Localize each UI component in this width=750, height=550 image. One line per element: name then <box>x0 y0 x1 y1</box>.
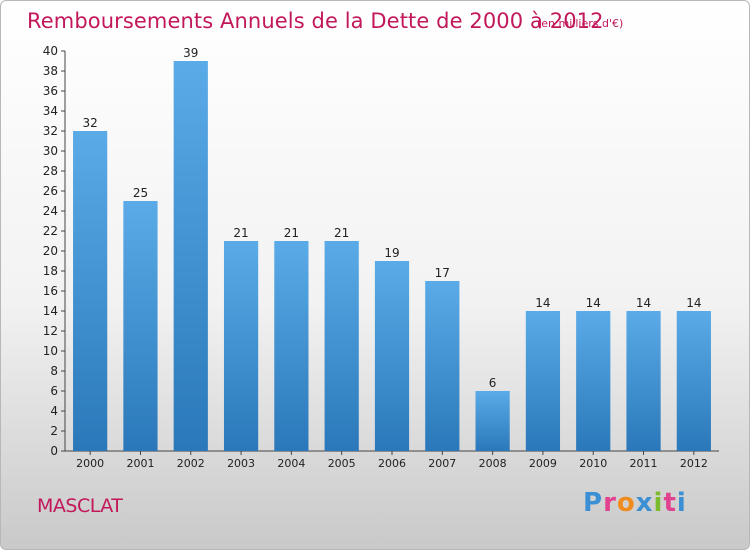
value-label-2009: 14 <box>535 296 550 310</box>
y-tick-label: 24 <box>43 204 58 218</box>
y-tick-label: 28 <box>43 164 58 178</box>
x-tick-label-2006: 2006 <box>378 457 406 470</box>
logo-letter: P <box>583 488 604 518</box>
x-tick-label-2001: 2001 <box>126 457 154 470</box>
value-label-2003: 21 <box>233 226 248 240</box>
bar-2002 <box>173 61 208 451</box>
bar-2003 <box>223 241 259 451</box>
x-tick-label-2005: 2005 <box>328 457 356 470</box>
bar-2001 <box>123 201 158 451</box>
x-tick-label-2009: 2009 <box>529 457 557 470</box>
chart-title: Remboursements Annuels de la Dette de 20… <box>27 9 604 33</box>
commune-name: MASCLAT <box>37 495 123 517</box>
y-tick-label: 4 <box>50 404 58 418</box>
value-label-2002: 39 <box>183 46 198 60</box>
x-tick-label-2000: 2000 <box>76 457 104 470</box>
y-tick-label: 26 <box>43 184 58 198</box>
y-tick-label: 0 <box>50 444 58 458</box>
bar-2012 <box>676 311 711 451</box>
logo-letter: i <box>676 488 687 518</box>
x-tick-label-2010: 2010 <box>579 457 607 470</box>
x-tick-label-2003: 2003 <box>227 457 255 470</box>
bar-2008 <box>475 391 510 451</box>
y-tick-label: 10 <box>43 344 58 358</box>
y-tick-label: 38 <box>43 64 58 78</box>
bar-2011 <box>626 311 661 451</box>
value-label-2004: 21 <box>284 226 299 240</box>
x-tick-label-2012: 2012 <box>680 457 708 470</box>
x-tick-label-2008: 2008 <box>479 457 507 470</box>
value-label-2008: 6 <box>489 376 497 390</box>
proxiti-logo[interactable]: Proxiti <box>583 488 687 518</box>
y-tick-label: 20 <box>43 244 58 258</box>
x-tick-label-2007: 2007 <box>428 457 456 470</box>
bar-2005 <box>324 241 359 451</box>
logo-letter: r <box>603 488 617 518</box>
y-tick-label: 6 <box>50 384 58 398</box>
value-label-2006: 19 <box>384 246 399 260</box>
value-label-2011: 14 <box>636 296 651 310</box>
y-tick-label: 32 <box>43 124 58 138</box>
y-tick-label: 18 <box>43 264 58 278</box>
x-tick-label-2002: 2002 <box>177 457 205 470</box>
y-tick-label: 14 <box>43 304 58 318</box>
logo-letter: i <box>653 488 664 518</box>
bar-2006 <box>374 261 410 451</box>
value-label-2005: 21 <box>334 226 349 240</box>
y-tick-label: 2 <box>50 424 58 438</box>
logo-letter: o <box>616 488 636 518</box>
x-tick-label-2004: 2004 <box>277 457 305 470</box>
y-tick-label: 34 <box>43 104 58 118</box>
logo-letter: x <box>635 488 654 518</box>
y-tick-label: 8 <box>50 364 58 378</box>
value-label-2010: 14 <box>586 296 601 310</box>
logo-letter: t <box>663 488 677 518</box>
bar-2010 <box>576 311 611 451</box>
x-tick-label-2011: 2011 <box>630 457 658 470</box>
value-label-2000: 32 <box>83 116 98 130</box>
bar-2000 <box>73 131 108 451</box>
value-label-2007: 17 <box>435 266 450 280</box>
y-tick-label: 12 <box>43 324 58 338</box>
y-tick-label: 22 <box>43 224 58 238</box>
value-label-2001: 25 <box>133 186 148 200</box>
bar-2009 <box>525 311 561 451</box>
chart-subtitle: (en milliers d'€) <box>537 17 624 30</box>
bar-2004 <box>274 241 309 451</box>
y-tick-label: 36 <box>43 84 58 98</box>
y-tick-label: 40 <box>43 44 58 58</box>
y-tick-label: 30 <box>43 144 58 158</box>
value-label-2012: 14 <box>686 296 701 310</box>
bar-2007 <box>425 281 460 451</box>
y-tick-label: 16 <box>43 284 58 298</box>
